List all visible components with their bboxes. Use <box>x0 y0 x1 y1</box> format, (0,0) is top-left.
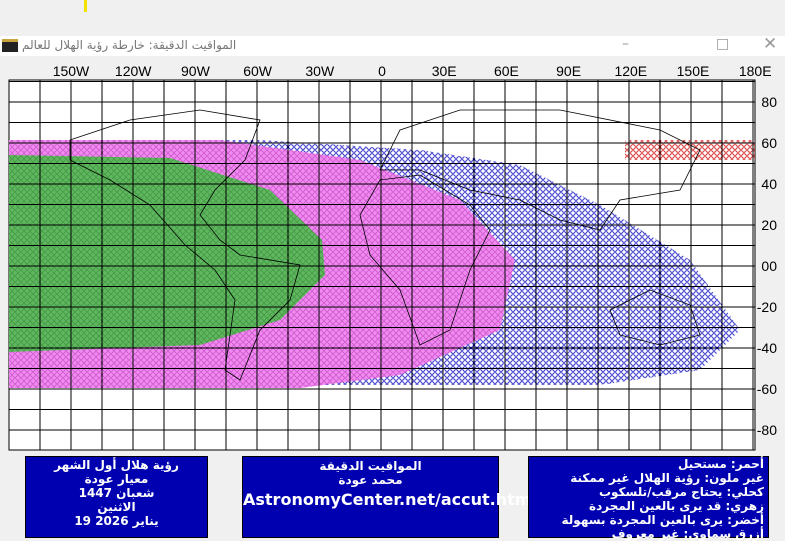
coastlines <box>69 109 701 381</box>
info-line: 19 يناير 2026 <box>74 514 159 528</box>
url[interactable]: AstronomyCenter.net/accut.html <box>243 490 537 509</box>
legend-line: زهري: قد يرى بالعين المجردة <box>589 499 764 513</box>
lon-label: 0 <box>378 63 386 79</box>
app-icon <box>2 39 18 52</box>
legend-line: أحمر: مستحيل <box>677 457 764 471</box>
legend-line: كحلي: يحتاج مرقب/تلسكوب <box>598 485 764 499</box>
info-line: الاثنين <box>97 500 136 514</box>
lon-label: 30W <box>305 63 335 79</box>
legend-line: غير ملون: رؤية الهلال غير ممكنة <box>570 471 764 485</box>
legend-line: أخضر: يرى بالعين المجردة بسهولة <box>561 513 764 527</box>
lon-label: 150W <box>53 63 90 79</box>
title-bar: المواقيت الدقيقة: خارطة رؤية الهلال للعا… <box>0 34 785 56</box>
lat-label: 20 <box>761 217 777 233</box>
lat-label: -20 <box>757 299 777 315</box>
legend-box: أحمر: مستحيل غير ملون: رؤية الهلال غير مم… <box>528 456 769 541</box>
lon-label: 120E <box>614 63 647 79</box>
lat-label: -60 <box>757 381 777 397</box>
lon-label: 60W <box>243 63 273 79</box>
close-button[interactable]: ✕ <box>763 34 778 54</box>
marker <box>84 0 87 12</box>
lat-label: -80 <box>757 422 777 438</box>
info-line: شعبان 1447 <box>78 486 155 500</box>
lon-label: 60E <box>494 63 519 79</box>
lon-label: 90W <box>181 63 211 79</box>
credit-line: المواقيت الدقيقة <box>319 459 422 473</box>
lon-label: 90E <box>556 63 581 79</box>
window-title: المواقيت الدقيقة: خارطة رؤية الهلال للعا… <box>22 38 237 52</box>
legend-line: أزرق سماوي: غير معروف <box>611 527 764 541</box>
lon-label: 150E <box>677 63 710 79</box>
credit-line: محمد عودة <box>338 473 403 487</box>
lat-label: 00 <box>761 258 777 274</box>
info-line: معيار عودة <box>84 472 149 486</box>
lat-label: -40 <box>757 340 777 356</box>
info-line: رؤية هلال أول الشهر <box>54 458 179 472</box>
maximize-button[interactable]: □ <box>716 36 730 52</box>
minimize-button[interactable]: – <box>622 36 629 52</box>
lon-label: 180E <box>739 63 772 79</box>
lon-label: 120W <box>115 63 152 79</box>
lon-label: 30E <box>432 63 457 79</box>
info-box: رؤية هلال أول الشهر معيار عودة شعبان 1447 ا… <box>25 456 208 538</box>
credit-box: المواقيت الدقيقة محمد عودة AstronomyCenter… <box>242 456 537 538</box>
lat-label: 40 <box>761 176 777 192</box>
map: 150W 120W 90W 60W 30W 0 30E 60E 90E 120E 150E 180E 8… <box>8 63 777 451</box>
lat-label: 80 <box>761 94 777 110</box>
lat-label: 60 <box>761 135 777 151</box>
